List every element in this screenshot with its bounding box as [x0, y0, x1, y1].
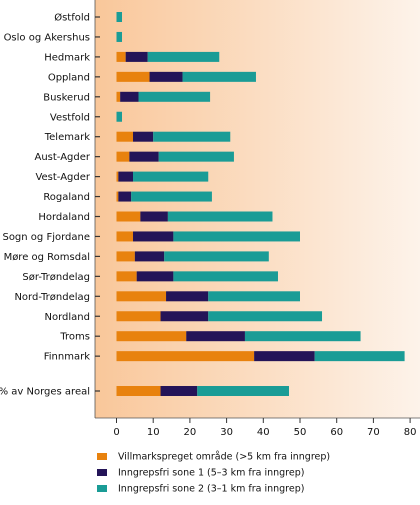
- bar-segment-series-1: [116, 51, 126, 62]
- x-tick-label: 80: [404, 427, 417, 438]
- bar-segment-series-3: [197, 386, 289, 396]
- category-label: Nord-Trøndelag: [14, 292, 90, 303]
- bar-segment-series-3: [147, 51, 220, 62]
- x-tick-label: 10: [147, 427, 160, 438]
- category-label: Østfold: [54, 12, 90, 24]
- bar-segment-series-3: [182, 71, 256, 82]
- bar-segment-series-3: [167, 211, 273, 222]
- bar-segment-series-1: [116, 211, 141, 222]
- bar-segment-series-3: [116, 12, 123, 22]
- bar-segment-series-2: [254, 351, 315, 362]
- category-label: Vest-Agder: [35, 172, 90, 183]
- bar-segment-series-1: [116, 386, 161, 396]
- bar-segment-series-2: [120, 91, 139, 102]
- x-tick-label: 70: [367, 427, 380, 438]
- bar-segment-series-1: [116, 331, 187, 342]
- x-tick-label: 0: [113, 427, 119, 438]
- bar-segment-series-1: [116, 291, 167, 302]
- category-label: Telemark: [44, 132, 90, 143]
- x-tick-label: 20: [184, 427, 197, 438]
- bar-segment-series-3: [244, 331, 361, 342]
- plot-background: [95, 0, 420, 418]
- x-tick-label: 40: [257, 427, 270, 438]
- category-label: Nordland: [45, 312, 90, 323]
- category-label: Buskerud: [43, 92, 90, 103]
- bar-segment-series-2: [129, 151, 159, 162]
- category-label: Troms: [59, 332, 90, 343]
- bar-segment-series-2: [149, 71, 183, 82]
- category-label: Oppland: [48, 72, 90, 83]
- bar-segment-series-2: [186, 331, 245, 342]
- bar-segment-series-2: [160, 311, 209, 322]
- bar-segment-series-1: [116, 311, 161, 322]
- category-label: Hordaland: [38, 212, 90, 223]
- category-label: Finnmark: [44, 352, 90, 363]
- bar-segment-series-2: [133, 231, 174, 242]
- bar-segment-series-2: [160, 386, 198, 396]
- bar-segment-series-3: [116, 111, 123, 122]
- bar-segment-series-2: [166, 291, 209, 302]
- category-label: Sør-Trøndelag: [22, 272, 90, 283]
- category-label: Rogaland: [43, 192, 90, 203]
- legend-label: Inngrepsfri sone 1 (5–3 km fra inngrep): [118, 468, 304, 479]
- bar-segment-series-3: [116, 31, 123, 42]
- category-label: Hedmark: [44, 52, 90, 63]
- x-tick-label: 60: [330, 427, 343, 438]
- bar-segment-series-3: [158, 151, 234, 162]
- bar-segment-series-2: [118, 191, 132, 202]
- bar-segment-series-3: [138, 91, 211, 102]
- bar-segment-series-1: [116, 251, 135, 262]
- bar-segment-series-2: [136, 271, 174, 282]
- category-label: Oslo og Akershus: [4, 32, 90, 43]
- category-label: % av Norges areal: [0, 387, 90, 398]
- bar-segment-series-3: [133, 171, 209, 182]
- legend-swatch: [97, 469, 107, 476]
- legend-label: Inngrepsfri sone 2 (3–1 km fra inngrep): [118, 484, 304, 495]
- legend-label: Villmarkspreget område (>5 km fra inngre…: [118, 452, 330, 463]
- bar-segment-series-3: [173, 231, 300, 242]
- bar-segment-series-1: [116, 151, 130, 162]
- x-tick-label: 50: [294, 427, 307, 438]
- bar-segment-series-2: [118, 171, 134, 182]
- bar-segment-series-3: [164, 251, 269, 262]
- category-label: Aust-Agder: [35, 152, 91, 163]
- legend-swatch: [97, 485, 107, 492]
- bar-segment-series-1: [116, 351, 255, 362]
- bar-segment-series-3: [153, 131, 231, 142]
- category-label: Sogn og Fjordane: [2, 232, 90, 243]
- bar-segment-series-1: [116, 131, 134, 142]
- bar-segment-series-2: [134, 251, 165, 262]
- bar-segment-series-2: [140, 211, 168, 222]
- category-label: Møre og Romsdal: [4, 252, 90, 263]
- bar-segment-series-1: [116, 231, 134, 242]
- bar-segment-series-3: [208, 311, 323, 322]
- category-label: Vestfold: [50, 112, 90, 123]
- bar-segment-series-3: [208, 291, 300, 302]
- legend-swatch: [97, 453, 107, 460]
- bar-segment-series-2: [133, 131, 154, 142]
- bar-segment-series-1: [116, 171, 119, 182]
- bar-segment-series-3: [173, 271, 278, 282]
- x-tick-label: 30: [220, 427, 233, 438]
- bar-segment-series-1: [116, 71, 150, 82]
- bar-segment-series-2: [125, 51, 148, 62]
- bar-segment-series-3: [314, 351, 405, 362]
- bar-segment-series-1: [116, 271, 137, 282]
- bar-segment-series-1: [116, 91, 121, 102]
- bar-segment-series-3: [131, 191, 212, 202]
- bar-segment-series-1: [116, 191, 119, 202]
